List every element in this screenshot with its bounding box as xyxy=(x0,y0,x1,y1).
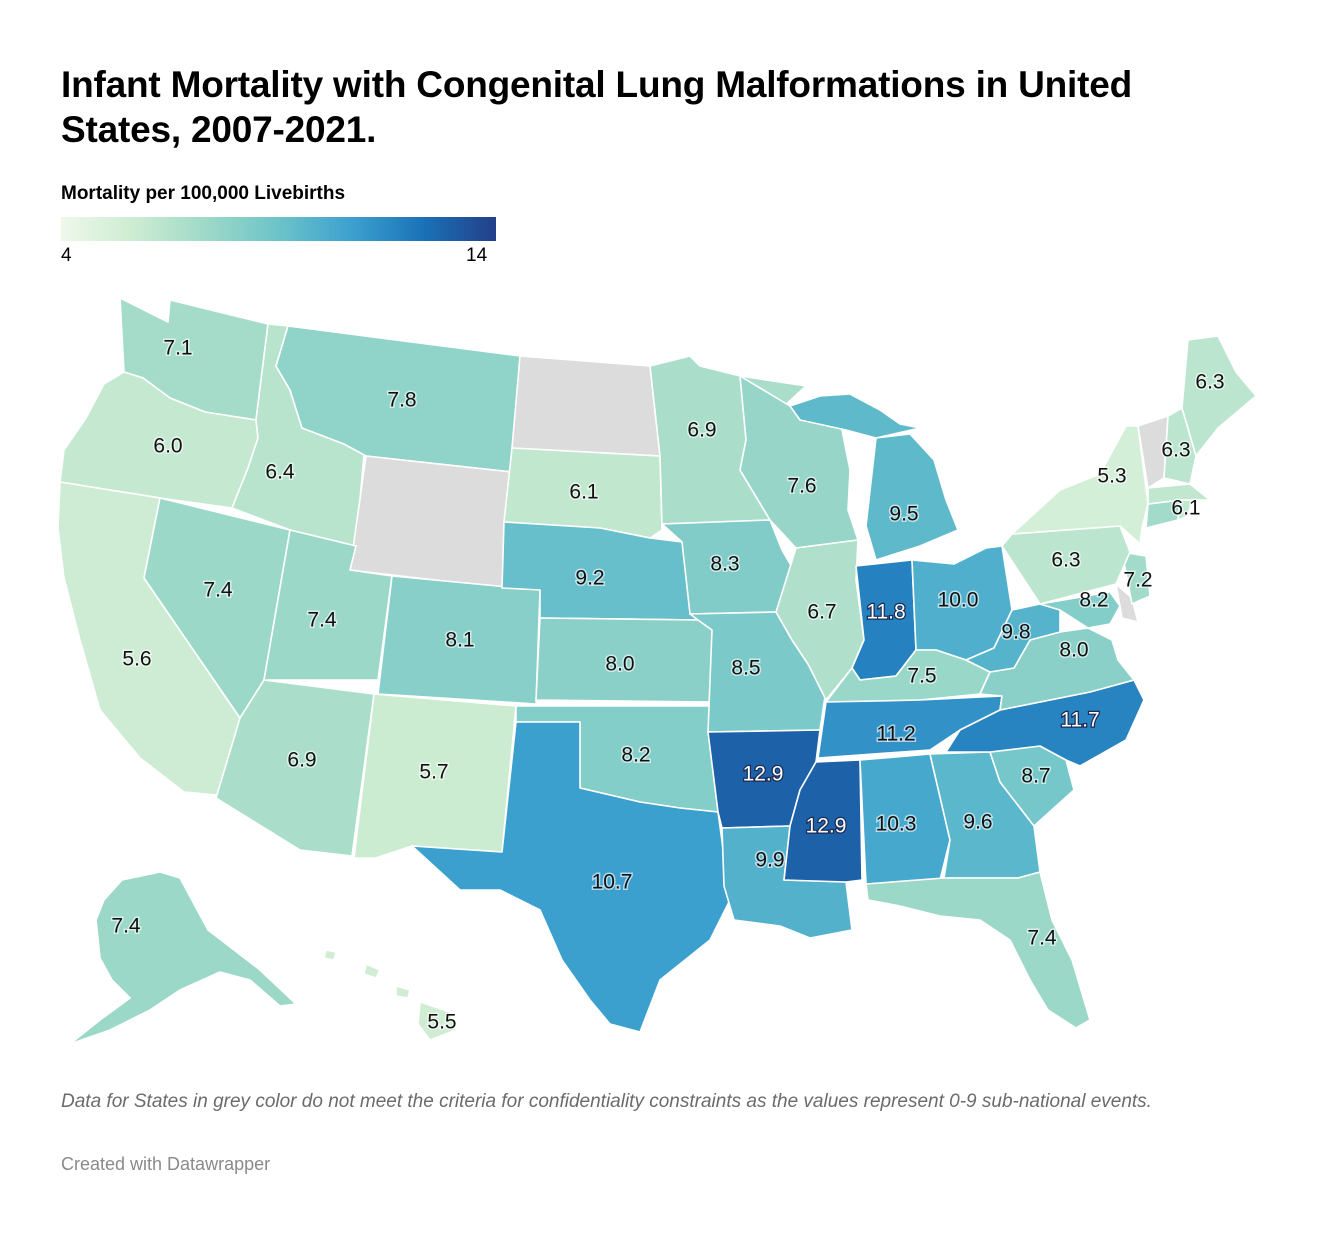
state-label-minnesota: 6.9 xyxy=(687,419,716,442)
state-label-massachusetts: 6.1 xyxy=(1171,497,1200,520)
state-label-arkansas: 12.9 xyxy=(743,763,784,786)
state-label-michigan: 9.5 xyxy=(889,503,918,526)
state-colorado[interactable] xyxy=(377,575,541,705)
state-label-nevada: 7.4 xyxy=(203,579,233,602)
footnote: Data for States in grey color do not mee… xyxy=(61,1091,1152,1112)
state-label-illinois: 6.7 xyxy=(807,601,836,624)
state-label-new-york: 5.3 xyxy=(1097,465,1126,488)
state-label-wisconsin: 7.6 xyxy=(787,475,816,498)
state-label-maine: 6.3 xyxy=(1195,371,1224,394)
state-label-pennsylvania: 6.3 xyxy=(1051,549,1080,572)
state-label-north-carolina: 11.7 xyxy=(1060,709,1099,732)
state-label-virginia: 8.0 xyxy=(1059,639,1088,662)
state-label-kansas: 8.0 xyxy=(605,653,634,676)
state-label-west-virginia: 9.8 xyxy=(1001,621,1030,644)
state-maine[interactable] xyxy=(1181,335,1257,457)
state-label-new-hampshire: 6.3 xyxy=(1161,439,1190,462)
state-label-florida: 7.4 xyxy=(1027,927,1057,950)
state-label-missouri: 8.5 xyxy=(731,657,760,680)
state-label-washington: 7.1 xyxy=(163,337,192,360)
state-label-iowa: 8.3 xyxy=(710,553,739,576)
state-alabama[interactable] xyxy=(859,753,951,885)
state-label-indiana: 11.8 xyxy=(866,601,905,624)
state-label-oregon: 6.0 xyxy=(153,435,182,458)
state-label-mississippi: 12.9 xyxy=(806,815,847,838)
state-new-jersey[interactable] xyxy=(1121,551,1151,605)
state-label-georgia: 9.6 xyxy=(963,811,992,834)
state-west-virginia[interactable] xyxy=(965,603,1061,673)
state-texas[interactable] xyxy=(411,721,731,1033)
state-label-utah: 7.4 xyxy=(307,609,337,632)
state-mississippi[interactable] xyxy=(783,759,863,883)
chart-title: Infant Mortality with Congenital Lung Ma… xyxy=(61,64,1133,150)
state-wyoming[interactable] xyxy=(349,455,513,589)
state-label-louisiana: 9.9 xyxy=(755,849,784,872)
state-michigan[interactable] xyxy=(789,393,959,561)
legend-color-bar xyxy=(61,217,496,241)
us-choropleth-map: 7.1 6.0 5.6 7.4 6.4 7.8 7.4 6.9 8.1 5.7 6.1 9.2 8.0 8… xyxy=(57,297,1257,1045)
legend-title: Mortality per 100,000 Livebirths xyxy=(61,183,346,204)
state-label-south-carolina: 8.7 xyxy=(1021,765,1050,788)
state-label-colorado: 8.1 xyxy=(445,629,474,652)
state-label-tennessee: 11.2 xyxy=(876,723,915,746)
credit-link[interactable]: Created with Datawrapper xyxy=(61,1154,271,1174)
state-label-arizona: 6.9 xyxy=(287,749,316,772)
state-label-ohio: 10.0 xyxy=(938,589,979,612)
state-label-kentucky: 7.5 xyxy=(907,665,936,688)
state-label-maryland: 8.2 xyxy=(1079,589,1108,612)
state-label-montana: 7.8 xyxy=(387,389,416,412)
state-label-alaska: 7.4 xyxy=(111,915,141,938)
state-new-hampshire[interactable] xyxy=(1163,407,1197,485)
labels-layer: 7.1 6.0 5.6 7.4 6.4 7.8 7.4 6.9 8.1 5.7 6.1 9.2 8.0 8… xyxy=(110,335,1226,1035)
state-label-new-mexico: 5.7 xyxy=(419,761,448,784)
state-delaware[interactable] xyxy=(1115,583,1139,623)
state-label-oklahoma: 8.2 xyxy=(621,744,650,767)
state-florida[interactable] xyxy=(865,871,1091,1029)
state-alaska[interactable] xyxy=(69,871,297,1045)
legend-max-label: 14 xyxy=(466,245,488,266)
state-label-idaho: 6.4 xyxy=(265,461,295,484)
state-label-alabama: 10.3 xyxy=(876,813,917,836)
state-label-nebraska: 9.2 xyxy=(575,567,604,590)
state-maryland[interactable] xyxy=(1039,591,1121,629)
state-label-hawaii: 5.5 xyxy=(427,1011,456,1034)
state-north-dakota[interactable] xyxy=(511,355,661,457)
legend-min-label: 4 xyxy=(61,245,72,266)
state-label-new-jersey: 7.2 xyxy=(1123,569,1152,592)
state-label-texas: 10.7 xyxy=(592,871,633,894)
state-label-south-dakota: 6.1 xyxy=(569,481,598,504)
state-label-california: 5.6 xyxy=(122,648,151,671)
state-hawaii[interactable] xyxy=(323,949,457,1041)
states-layer xyxy=(57,297,1257,1045)
state-new-york[interactable] xyxy=(1011,425,1149,545)
